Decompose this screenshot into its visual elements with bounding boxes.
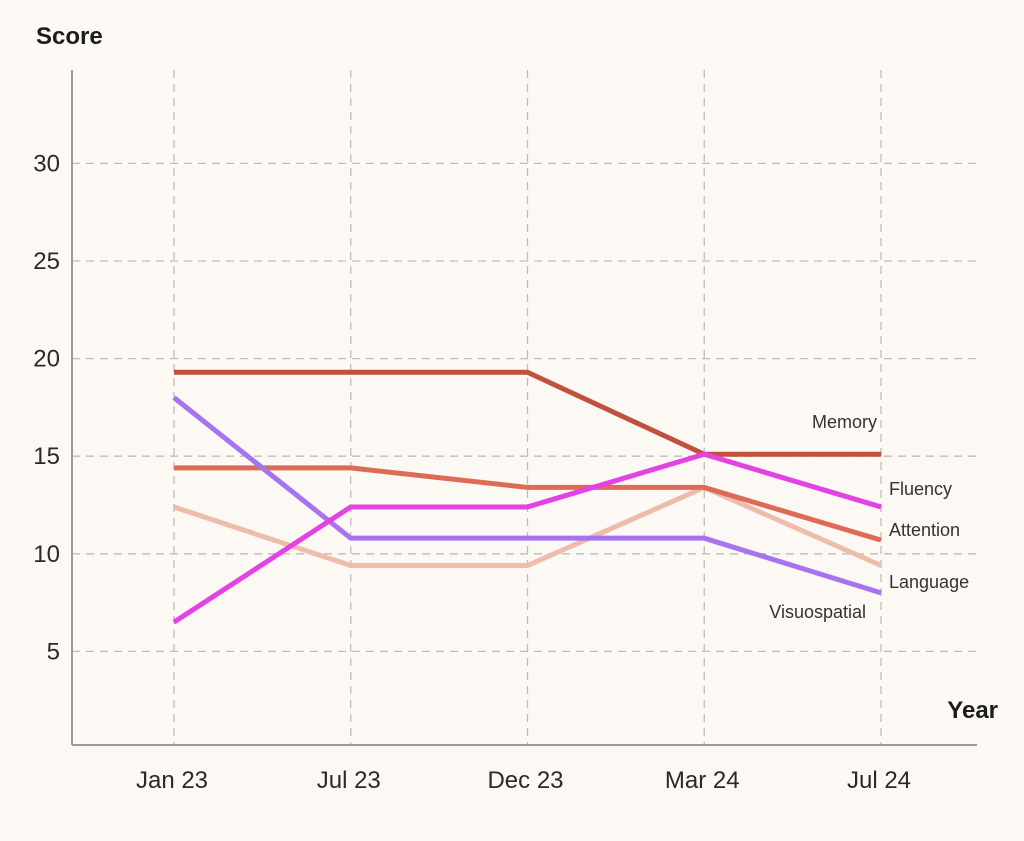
y-tick-label: 5: [47, 638, 60, 665]
x-grid: [173, 70, 882, 745]
x-tick-label: Jul 24: [847, 767, 911, 794]
series-line-memory: [174, 369, 881, 457]
y-tick-label: 25: [33, 248, 60, 275]
y-tick-label: 10: [33, 541, 60, 568]
y-tick-label: 15: [33, 443, 60, 470]
x-axis-title: Year: [947, 697, 998, 724]
y-tick-label: 20: [33, 346, 60, 373]
series-line-visuospatial: [172, 395, 882, 596]
x-tick-labels: Jan 23 Jul 23 Dec 23 Mar 24 Jul 24: [136, 767, 911, 794]
series-lines: [172, 369, 883, 625]
x-tick-label: Jan 23: [136, 767, 208, 794]
series-label-fluency: Fluency: [889, 479, 952, 499]
series-label-visuospatial: Visuospatial: [769, 602, 866, 622]
y-grid: [72, 162, 977, 653]
y-tick-label: 30: [33, 150, 60, 177]
y-tick-labels: 5 10 15 20 25 30: [33, 150, 60, 665]
x-tick-label: Jul 23: [317, 767, 381, 794]
series-label-language: Language: [889, 572, 969, 592]
y-axis-title: Score: [36, 23, 103, 50]
series-label-memory: Memory: [812, 412, 877, 432]
series-line-attention: [174, 465, 882, 543]
series-labels: Memory Fluency Attention Language Visuospati…: [769, 412, 969, 622]
x-tick-label: Dec 23: [487, 767, 563, 794]
series-line-fluency: [172, 451, 882, 625]
x-tick-label: Mar 24: [665, 767, 740, 794]
series-label-attention: Attention: [889, 520, 960, 540]
